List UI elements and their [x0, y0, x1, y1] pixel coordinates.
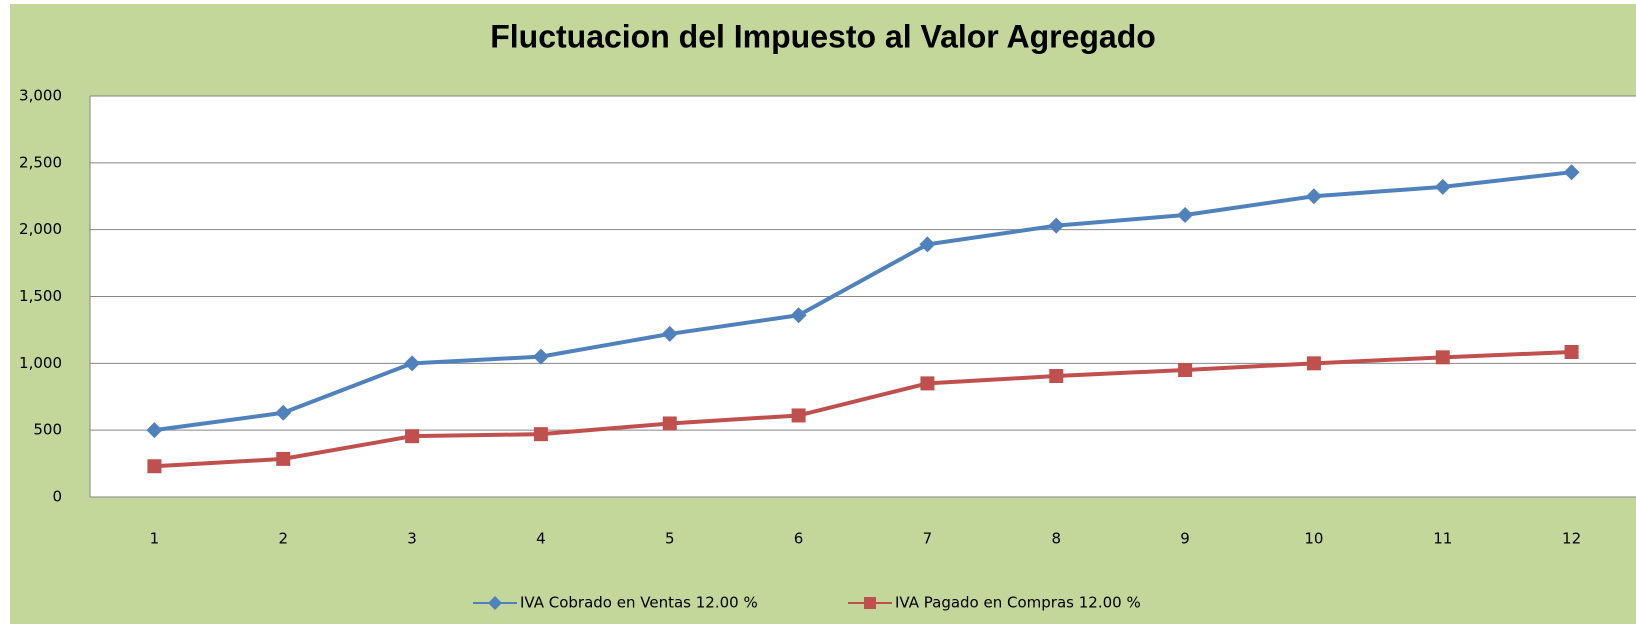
marker — [1177, 206, 1194, 223]
legend-marker — [488, 596, 502, 610]
marker — [920, 376, 935, 391]
series-line — [154, 170, 1572, 433]
marker — [532, 348, 549, 365]
series-line — [154, 349, 1572, 469]
x-tick-label: 10 — [1304, 530, 1323, 548]
marker — [1049, 369, 1064, 384]
y-tick-label: 1,500 — [19, 287, 62, 305]
x-tick-label: 12 — [1562, 530, 1581, 548]
x-tick-label: 9 — [1180, 530, 1190, 548]
marker — [146, 422, 163, 439]
x-tick-label: 8 — [1051, 530, 1061, 548]
y-tick-label: 500 — [33, 421, 62, 439]
x-tick-label: 4 — [536, 530, 546, 548]
marker — [790, 307, 807, 324]
legend-label: IVA Pagado en Compras 12.00 % — [895, 594, 1141, 612]
x-tick-label: 2 — [278, 530, 288, 548]
marker — [404, 355, 421, 372]
marker — [661, 325, 678, 342]
marker — [147, 459, 162, 474]
y-tick-label: 0 — [52, 488, 62, 506]
marker — [533, 427, 548, 442]
marker — [1178, 363, 1193, 378]
marker — [791, 408, 806, 423]
marker — [1435, 350, 1450, 365]
marker — [1563, 164, 1580, 181]
y-tick-label: 2,000 — [19, 220, 62, 238]
legend-marker — [864, 597, 876, 609]
marker — [1305, 188, 1322, 205]
x-tick-label: 5 — [665, 530, 675, 548]
marker — [662, 416, 677, 431]
y-tick-label: 3,000 — [19, 87, 62, 105]
marker — [1564, 344, 1579, 359]
marker — [405, 429, 420, 444]
marker — [276, 451, 291, 466]
marker — [275, 404, 292, 421]
marker — [1306, 356, 1321, 371]
marker — [1434, 178, 1451, 195]
marker — [1048, 217, 1065, 234]
y-tick-label: 1,000 — [19, 354, 62, 372]
x-tick-label: 11 — [1433, 530, 1452, 548]
legend-label: IVA Cobrado en Ventas 12.00 % — [520, 594, 758, 612]
y-tick-label: 2,500 — [19, 153, 62, 171]
x-tick-label: 6 — [794, 530, 804, 548]
marker — [919, 236, 936, 253]
x-tick-label: 7 — [923, 530, 933, 548]
chart-title: Fluctuacion del Impuesto al Valor Agrega… — [490, 18, 1156, 54]
x-tick-label: 1 — [150, 530, 160, 548]
x-tick-label: 3 — [407, 530, 417, 548]
